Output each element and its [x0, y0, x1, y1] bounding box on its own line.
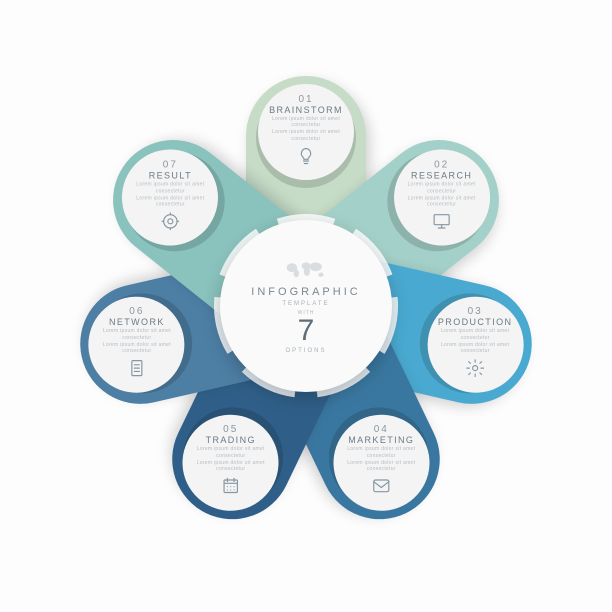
target-icon: [160, 211, 180, 236]
petal-subtext: Lorem ipsum dolor sit amet consecteturLo…: [183, 446, 279, 473]
envelope-icon: [371, 476, 391, 501]
center-number: 7: [298, 316, 315, 346]
petal-subtext: Lorem ipsum dolor sit amet consecteturLo…: [122, 181, 218, 208]
petal-label: TRADING: [205, 435, 255, 445]
petal-number: 03: [468, 306, 483, 317]
petal-tip: 01 BRAINSTORM Lorem ipsum dolor sit amet…: [258, 84, 354, 180]
petal-subtext: Lorem ipsum dolor sit amet consecteturLo…: [88, 328, 184, 355]
petal-label: PRODUCTION: [438, 317, 513, 327]
world-map-icon: [283, 258, 329, 280]
center-subtitle: TEMPLATE: [282, 301, 329, 307]
petal-label: RESEARCH: [411, 170, 472, 180]
petal-label: NETWORK: [108, 317, 164, 327]
petal-number: 06: [129, 306, 144, 317]
petal-subtext: Lorem ipsum dolor sit amet consecteturLo…: [428, 328, 524, 355]
bulb-icon: [296, 146, 316, 171]
gear-icon: [466, 358, 486, 383]
infographic-stage: 01 BRAINSTORM Lorem ipsum dolor sit amet…: [56, 56, 556, 556]
petal-subtext: Lorem ipsum dolor sit amet consecteturLo…: [258, 116, 354, 143]
center-hub: INFOGRAPHIC TEMPLATE WITH 7 OPTIONS: [220, 220, 392, 392]
petal-number: 05: [223, 424, 238, 435]
center-title: INFOGRAPHIC: [251, 286, 360, 298]
petal-subtext: Lorem ipsum dolor sit amet consecteturLo…: [394, 181, 490, 208]
doc-icon: [126, 358, 146, 383]
center-options: OPTIONS: [285, 348, 326, 354]
petal-label: MARKETING: [348, 435, 414, 445]
petal-number: 07: [162, 159, 177, 170]
petal-number: 02: [434, 159, 449, 170]
petal-number: 04: [374, 424, 389, 435]
calendar-icon: [221, 476, 241, 501]
petal-subtext: Lorem ipsum dolor sit amet consecteturLo…: [333, 446, 429, 473]
petal-number: 01: [298, 94, 313, 105]
petal-label: RESULT: [148, 170, 191, 180]
monitor-icon: [432, 211, 452, 236]
petal-label: BRAINSTORM: [269, 105, 343, 115]
